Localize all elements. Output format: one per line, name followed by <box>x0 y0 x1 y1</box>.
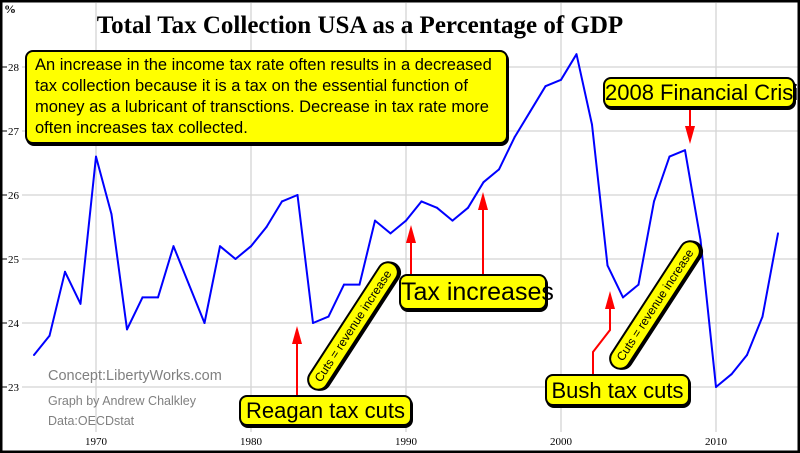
arrow-head <box>292 326 302 344</box>
data-point <box>451 219 454 222</box>
x-tick-label: 2000 <box>550 436 573 448</box>
data-point <box>172 245 175 248</box>
y-axis-unit: % <box>4 2 16 16</box>
data-point <box>637 283 640 286</box>
y-tick-label: 24 <box>8 318 20 330</box>
arrow-head <box>685 126 695 144</box>
data-point <box>622 296 624 299</box>
y-tick-label: 28 <box>8 62 20 74</box>
data-point <box>529 110 531 113</box>
annotation-note: An increase in the income tax rate often… <box>25 50 508 144</box>
data-point <box>606 264 609 267</box>
x-tick-label: 2010 <box>705 436 728 448</box>
data-point <box>33 354 35 356</box>
data-point <box>374 219 376 222</box>
arrow-tax-increase-2 <box>478 192 488 274</box>
data-point <box>482 181 485 184</box>
x-axis: 1970 1980 1990 2000 2010 <box>85 436 728 448</box>
y-tick-label: 23 <box>8 382 20 394</box>
data-point <box>389 232 392 235</box>
data-point <box>250 245 252 248</box>
data-point <box>653 200 655 203</box>
chart-title: Total Tax Collection USA as a Percentage… <box>96 12 624 39</box>
arrow-tax-increase-1 <box>406 225 416 274</box>
data-point <box>513 136 516 139</box>
data-point <box>715 386 717 388</box>
y-tick-label: 26 <box>8 190 20 202</box>
data-point <box>327 315 330 318</box>
arrow-2008-crisis <box>685 109 695 144</box>
arrow-head <box>406 225 416 243</box>
data-point <box>64 270 66 273</box>
data-point <box>420 200 423 203</box>
data-point <box>591 123 593 126</box>
data-point <box>281 200 283 203</box>
credit-concept: Concept:LibertyWorks.com <box>48 368 222 384</box>
data-point <box>746 354 748 356</box>
x-tick-label: 1980 <box>240 436 263 448</box>
data-point <box>575 53 578 56</box>
data-point <box>668 155 671 158</box>
data-point <box>777 232 779 235</box>
series <box>33 53 779 388</box>
data-point <box>219 245 221 248</box>
data-point <box>560 78 562 81</box>
data-point <box>684 149 686 152</box>
data-point <box>234 258 237 260</box>
data-point <box>110 213 113 216</box>
annotation-reagan-tax-cuts: Reagan tax cuts <box>239 395 412 426</box>
data-point <box>544 85 547 88</box>
y-tick-label: 27 <box>8 126 20 138</box>
data-point <box>312 322 314 324</box>
arrow-head <box>478 192 488 210</box>
x-tick-label: 1970 <box>85 436 108 448</box>
arrow-bush <box>592 291 615 374</box>
data-point <box>761 315 764 318</box>
arrow-shaft <box>592 300 611 374</box>
annotation-2008-crisis: 2008 Financial Crisis <box>603 77 800 108</box>
data-point <box>699 238 702 241</box>
data-point <box>343 283 345 286</box>
data-point <box>95 155 97 158</box>
data-point <box>188 283 190 286</box>
data-point <box>436 206 438 209</box>
arrow-reagan <box>292 326 302 396</box>
data-point <box>48 334 51 337</box>
annotation-bush-tax-cuts: Bush tax cuts <box>545 374 690 406</box>
x-tick-label: 1990 <box>395 436 418 448</box>
data-point <box>405 219 407 222</box>
annotation-tax-increases: Tax increases <box>399 274 554 310</box>
y-tick-label: 25 <box>8 254 20 266</box>
data-point <box>79 302 82 305</box>
y-axis: 28 27 26 25 24 23 <box>2 62 20 394</box>
data-point <box>157 296 159 299</box>
credit-source: Data:OECDstat <box>48 414 135 428</box>
data-point <box>358 283 361 286</box>
data-point <box>203 322 206 324</box>
data-point <box>265 226 268 228</box>
data-point <box>730 373 733 376</box>
credit-author: Graph by Andrew Chalkley <box>48 394 196 408</box>
data-point <box>296 194 299 196</box>
arrows <box>292 109 695 396</box>
data-point <box>467 206 469 209</box>
data-point <box>498 168 500 171</box>
data-point <box>126 328 128 331</box>
data-point <box>141 296 144 299</box>
arrow-head <box>605 291 615 309</box>
